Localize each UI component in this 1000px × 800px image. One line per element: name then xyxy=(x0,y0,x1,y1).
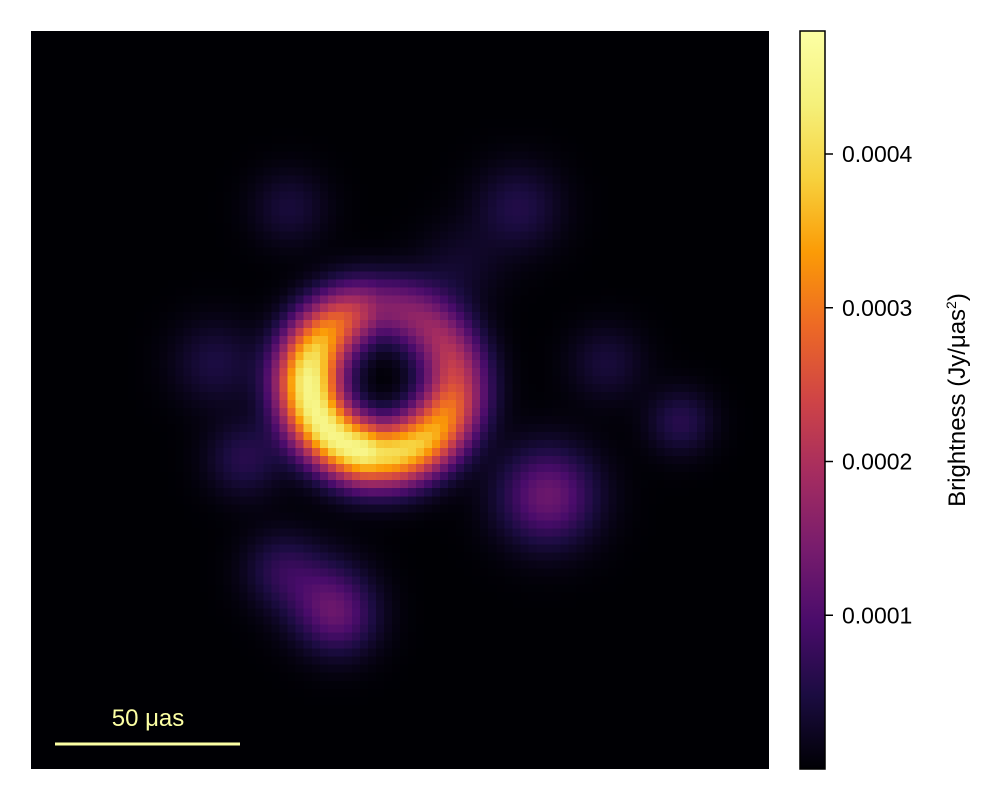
scale-bar-label: 50 μas xyxy=(112,705,185,732)
colorbar-tick-label: 0.0004 xyxy=(842,141,913,167)
colorbar-label-main: Brightness (Jy/μas xyxy=(944,309,971,507)
colorbar-tick-label: 0.0001 xyxy=(842,602,912,628)
colorbar-label: Brightness (Jy/μas2) xyxy=(943,293,971,507)
colorbar-gradient xyxy=(799,30,826,770)
colorbar-label-superscript: 2 xyxy=(943,301,959,309)
colorbar-ticks: 0.0001 0.0002 0.0003 0.0004 xyxy=(825,141,913,628)
colorbar-tick-label: 0.0002 xyxy=(842,449,912,475)
heatmap-image-layer xyxy=(31,31,769,769)
colorbar: 0.0001 0.0002 0.0003 0.0004 Brightness (Jy/… xyxy=(799,30,971,770)
heatmap-plot: 50 μas xyxy=(31,31,769,769)
colorbar-label-close: ) xyxy=(944,293,971,301)
colorbar-tick-label: 0.0003 xyxy=(842,295,912,321)
